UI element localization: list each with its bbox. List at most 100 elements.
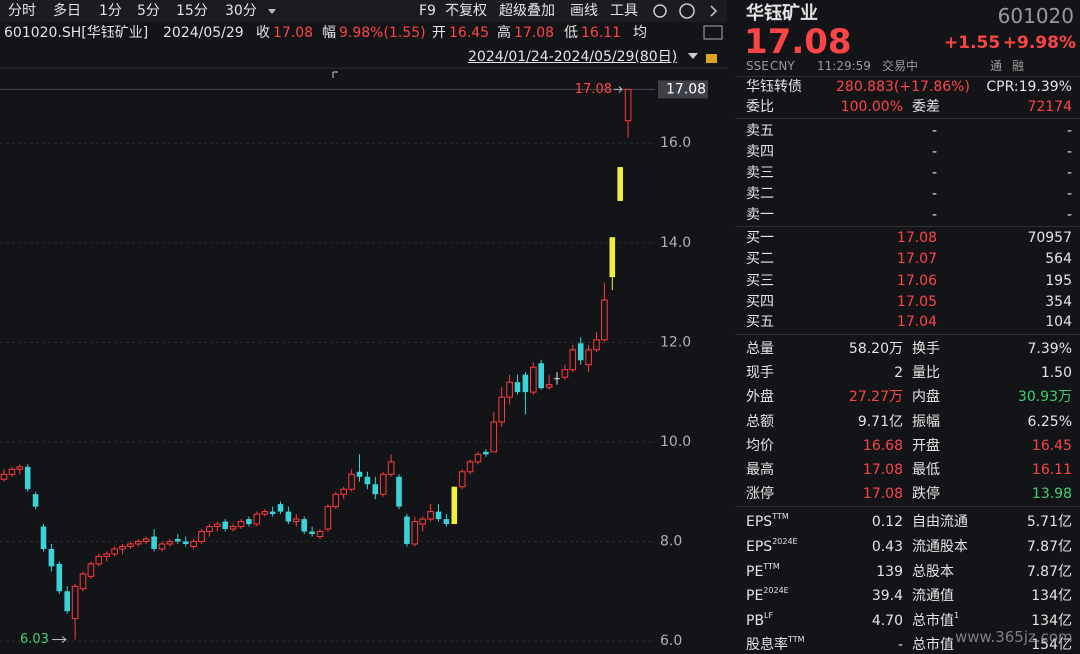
stat-label: 跌停 (912, 486, 940, 502)
stat-value: 2 (894, 365, 903, 381)
label: 高 (497, 25, 511, 41)
order-volume: - (1066, 186, 1072, 202)
period-range[interactable]: 2024/01/24-2024/05/29(80日) (468, 49, 678, 65)
settings-icon[interactable] (653, 4, 667, 18)
toolbar-item[interactable]: 1分 (99, 3, 122, 19)
stat-label: 振幅 (912, 414, 940, 430)
metric-basis: TTM (772, 512, 789, 521)
candle-body (198, 531, 205, 542)
arrow (614, 86, 623, 93)
candle-body (316, 531, 324, 538)
stat-label: 内盘 (912, 389, 940, 405)
bond-cpr: CPR:19.39% (986, 79, 1072, 95)
candle-body (569, 349, 577, 371)
toolbar-item[interactable]: 分时 (8, 3, 36, 19)
order-label: 卖五 (746, 123, 774, 139)
toolbar-item[interactable]: 15分 (176, 3, 208, 19)
quote-meta: 交易中 (882, 59, 919, 73)
metric-label: 股息率TTM (746, 636, 805, 654)
stat-value: 6.25% (1027, 414, 1072, 430)
lock-icon[interactable] (706, 54, 717, 63)
metric-name: 总市值 (912, 613, 954, 629)
metric-value: 5.71亿 (1026, 514, 1072, 530)
period-dropdown[interactable] (688, 53, 698, 59)
stat-value: 16.45 (1031, 438, 1072, 454)
metric-basis: TTM (763, 562, 780, 571)
candle-body (40, 526, 47, 549)
candle-body (253, 513, 261, 525)
candle-body (530, 366, 537, 393)
toolbar-item[interactable]: 多日 (53, 3, 81, 19)
order-label: 卖三 (746, 165, 774, 181)
candle-body (545, 384, 553, 388)
stock-code: 601020 (997, 4, 1074, 28)
symbol: 601020.SH[华钰矿业] (4, 25, 149, 41)
price-tag (658, 80, 708, 99)
candle-body (229, 526, 237, 530)
order-price: - (931, 165, 937, 181)
dropdown-icon[interactable] (268, 9, 276, 14)
order-label: 卖二 (746, 186, 774, 202)
watermark: www.365jz.com (955, 628, 1073, 646)
wp-icon[interactable] (703, 25, 723, 40)
more-icon[interactable] (710, 5, 718, 17)
metric-label: PE2024E (746, 587, 789, 605)
candle-body (24, 466, 31, 490)
stat-value: 9.71亿 (857, 414, 903, 430)
candle-body (64, 591, 70, 612)
order-label: 买四 (746, 294, 774, 310)
metric-value: 7.87亿 (1026, 539, 1072, 555)
candle-body (309, 531, 315, 535)
candle-body (538, 363, 544, 389)
y-tick-label: 8.0 (660, 533, 682, 549)
y-tick-label: 10.0 (660, 434, 691, 450)
toolbar-item[interactable]: 5分 (137, 3, 160, 19)
quote-meta: 11:29:59 (817, 59, 871, 73)
label: 低 (564, 25, 578, 41)
toolbar-item[interactable]: 画线 (570, 3, 598, 19)
candle-body (466, 461, 474, 473)
candle-body (332, 493, 340, 508)
stat-label: 量比 (912, 365, 940, 381)
metric-name: PE (746, 564, 764, 580)
toolbar-item[interactable]: F9 (419, 3, 436, 19)
candle-body (498, 396, 505, 423)
order-price: 17.05 (896, 294, 937, 310)
candle-body (506, 381, 513, 398)
toolbar-item[interactable]: 30分 (225, 3, 257, 19)
stat-label: 现手 (746, 365, 774, 381)
stat-value: 16.68 (862, 438, 903, 454)
stat-value: 1.50 (1040, 365, 1072, 381)
candle-body (387, 461, 395, 475)
separator (735, 118, 1080, 119)
order-volume: - (1066, 207, 1072, 223)
metric-name: 股息率 (746, 637, 788, 653)
order-price: 17.08 (896, 230, 937, 246)
candle-body (624, 88, 632, 122)
toolbar-item[interactable]: 超级叠加 (499, 3, 555, 19)
separator (735, 76, 1080, 77)
candle-body (404, 516, 410, 544)
stat-value: 30.93万 (1017, 389, 1072, 405)
toolbar-item[interactable]: 工具 (610, 3, 638, 19)
label: 幅 (322, 25, 336, 41)
quote-tag: 通 (990, 59, 1003, 73)
toolbar-item[interactable]: 不复权 (445, 3, 487, 19)
stat-label: 总额 (746, 414, 774, 430)
chart: 6.0 8.0 10.0 12.0 14.0 16.0 17.08 17.08 6.03 (0, 3, 727, 650)
order-volume: 104 (1045, 314, 1072, 330)
help-icon[interactable] (679, 3, 695, 19)
candle-body (48, 548, 55, 567)
stat-value: 7.39% (1027, 341, 1072, 357)
order-price: 17.06 (896, 273, 937, 289)
candle-body (522, 374, 529, 393)
low-annotation: 6.03 (20, 632, 49, 647)
candle-body (151, 536, 157, 549)
candle-body (443, 519, 450, 525)
metric-basis: 2024E (763, 586, 789, 595)
bond-label: 华钰转债 (746, 79, 802, 95)
order-volume: 195 (1045, 273, 1072, 289)
metric-name: EPS (746, 514, 773, 530)
candle-body (190, 540, 197, 547)
